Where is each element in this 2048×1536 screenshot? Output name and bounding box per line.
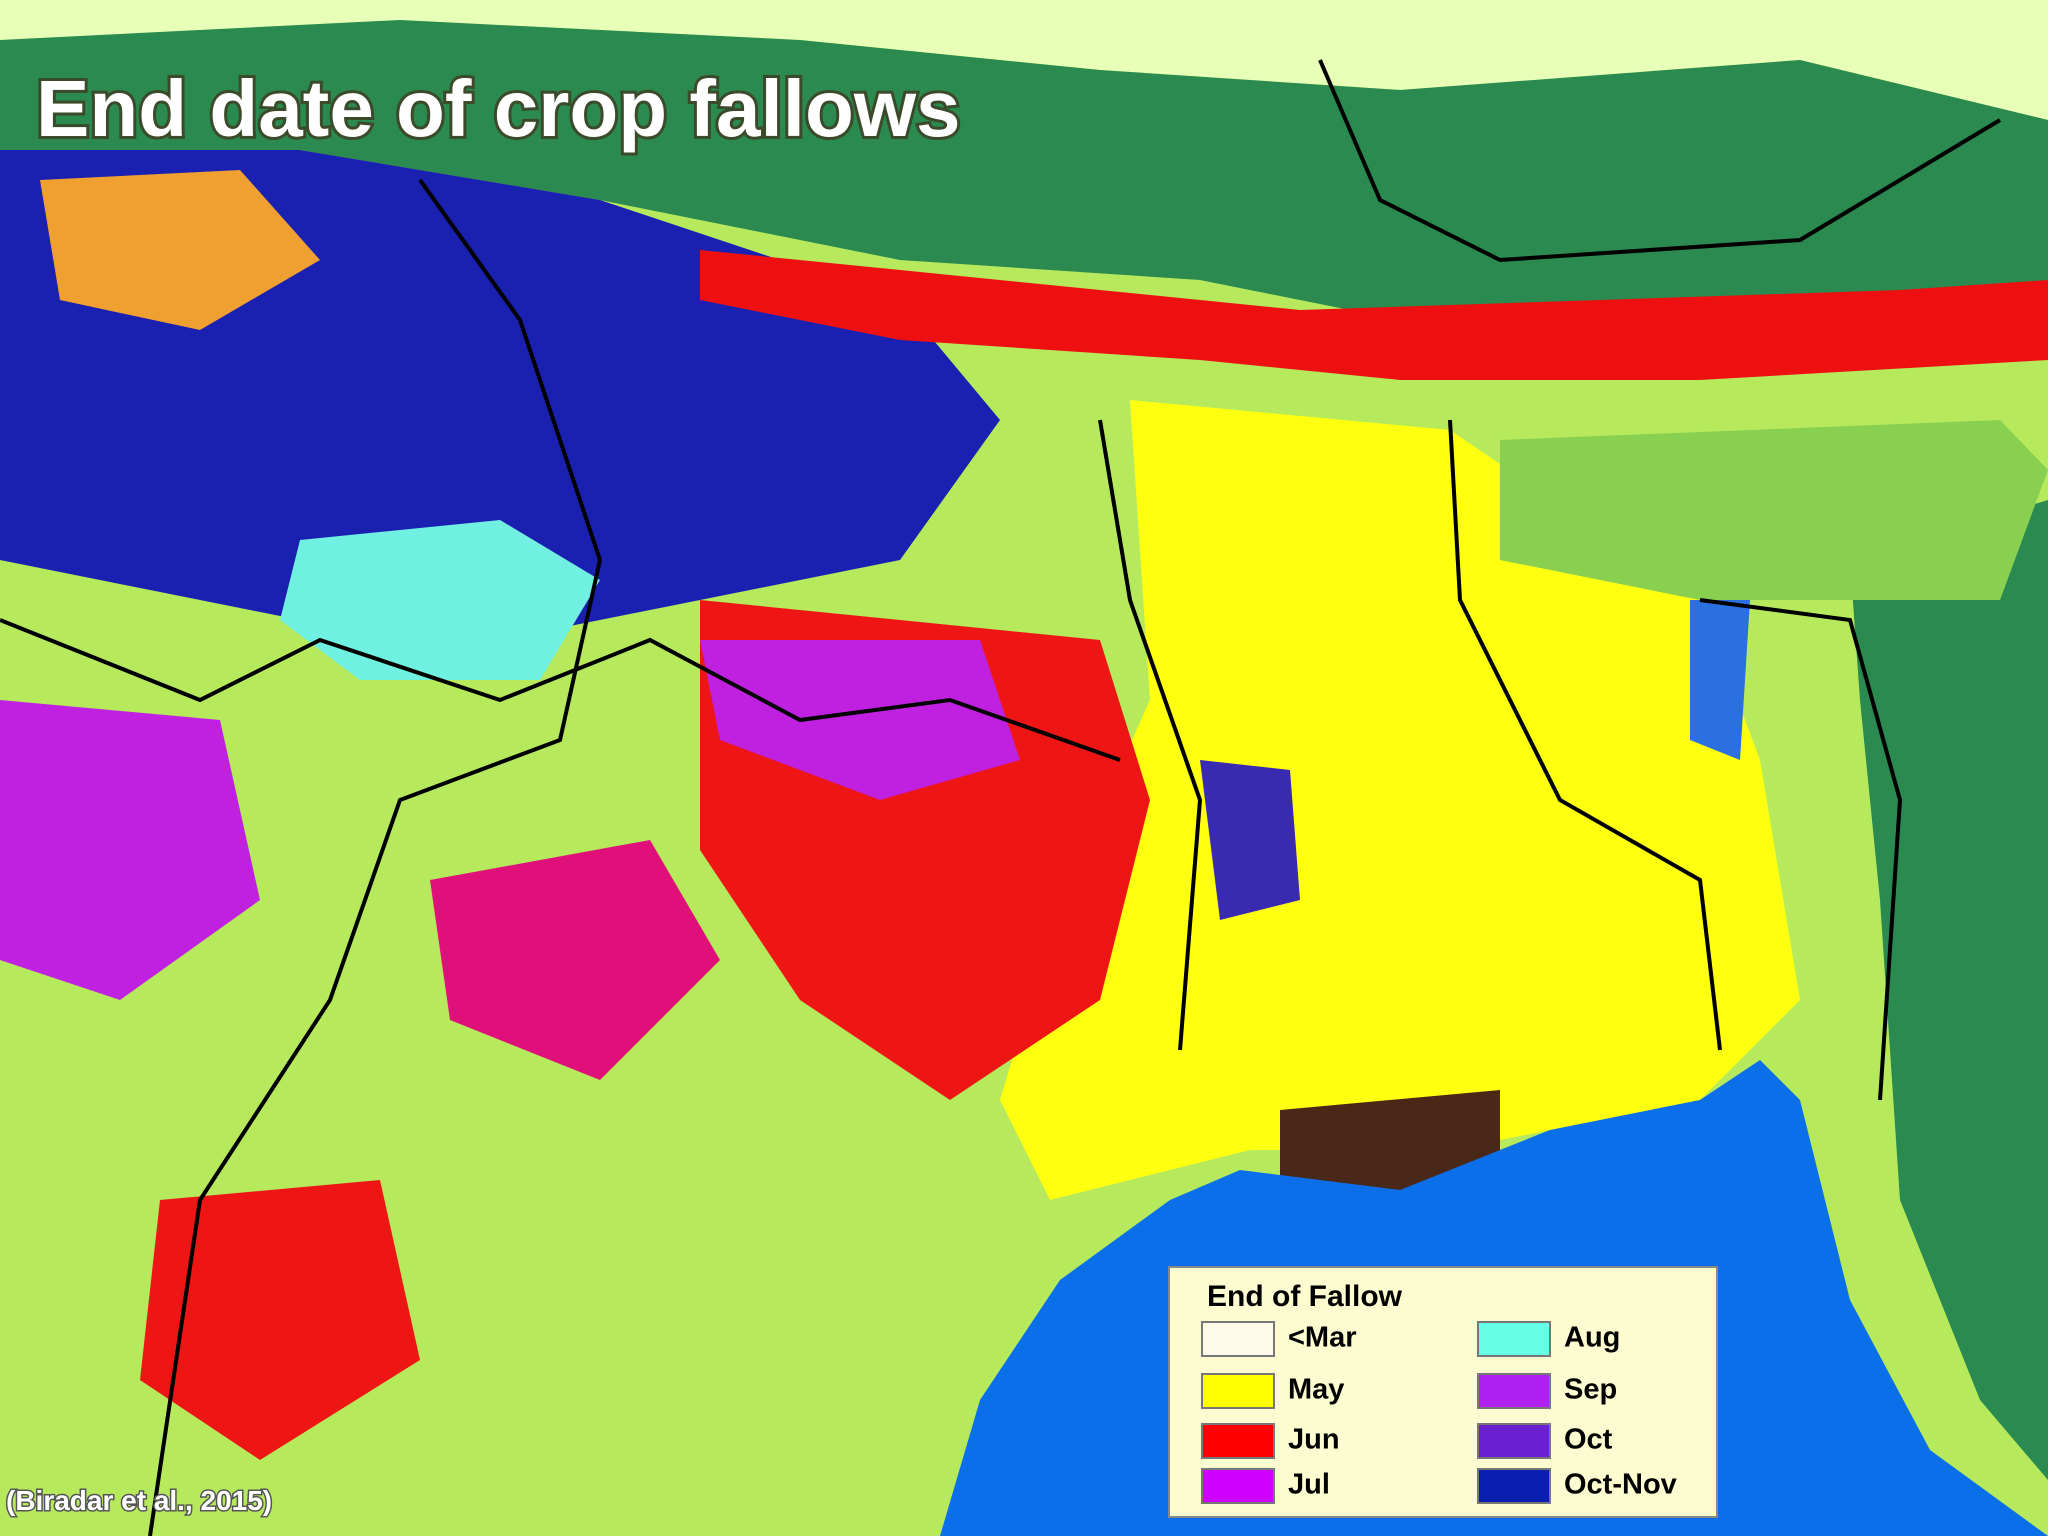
region-yellow — [1000, 400, 1800, 1200]
region-purple-west — [0, 700, 260, 1000]
state-border — [1699, 598, 1903, 1101]
legend-swatch — [1201, 1373, 1275, 1409]
legend-swatch — [1477, 1321, 1551, 1357]
legend-title: End of Fallow — [1207, 1280, 1403, 1313]
region-orange — [40, 170, 320, 330]
region-red-south — [140, 1180, 420, 1460]
forest-area — [0, 20, 2048, 320]
region-cyan — [280, 520, 600, 680]
region-magenta — [430, 840, 720, 1080]
region-purple — [700, 640, 1020, 800]
forest-area-east — [1850, 500, 2048, 1480]
legend-label: Sep — [1564, 1374, 1617, 1406]
region-red-band — [700, 250, 2048, 380]
legend-label: May — [1288, 1374, 1344, 1406]
citation: (Biradar et al., 2015) — [6, 1485, 272, 1516]
legend-label: Oct-Nov — [1564, 1469, 1677, 1501]
map-title: End date of crop fallows — [36, 64, 961, 153]
legend-label: Oct — [1564, 1424, 1613, 1456]
legend-swatch — [1477, 1373, 1551, 1409]
legend-label: <Mar — [1288, 1322, 1357, 1354]
legend-swatch — [1477, 1468, 1551, 1504]
region-water — [1690, 600, 1750, 760]
legend-swatch — [1477, 1423, 1551, 1459]
state-border — [1448, 419, 1722, 1051]
legend: End of Fallow <Mar May Jun Jul Aug Sep Oct Oct-… — [1168, 1266, 1718, 1518]
legend-label: Jun — [1288, 1424, 1340, 1456]
legend-label: Jul — [1288, 1469, 1330, 1501]
region-violet — [1200, 760, 1300, 920]
region-hills — [1500, 420, 2048, 600]
state-border — [1098, 419, 1203, 1051]
state-border — [1318, 59, 2002, 263]
legend-label: Aug — [1564, 1322, 1620, 1354]
state-border — [148, 178, 603, 1536]
highland-area — [0, 0, 2048, 120]
legend-swatch — [1201, 1468, 1275, 1504]
legend-swatch — [1201, 1321, 1275, 1357]
legend-swatch — [1201, 1423, 1275, 1459]
